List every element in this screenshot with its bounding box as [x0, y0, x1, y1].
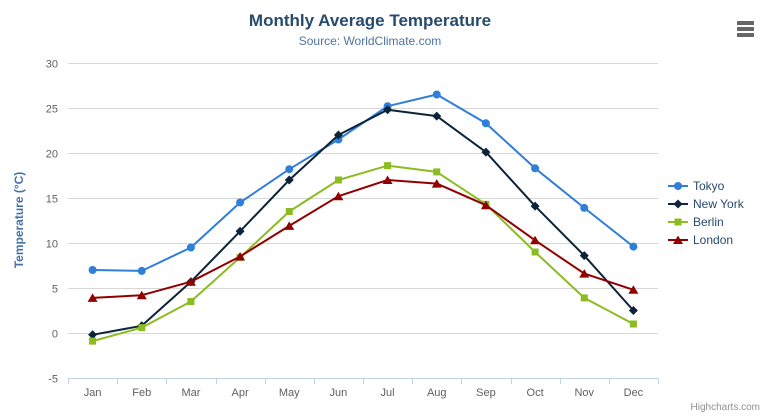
series-london-point[interactable] — [87, 293, 98, 302]
y-axis-label: 15 — [46, 194, 58, 206]
legend-item-tokyo[interactable]: Tokyo — [668, 177, 744, 195]
y-axis-title: Temperature (°C) — [12, 171, 26, 269]
series-london-point[interactable] — [579, 269, 590, 278]
series-tokyo-point[interactable] — [481, 119, 490, 128]
series-berlin-point[interactable] — [433, 168, 441, 176]
legend-marker-new-york — [668, 199, 688, 209]
series-tokyo-point[interactable] — [629, 242, 638, 251]
x-axis-label: Feb — [132, 387, 151, 399]
legend-label-london: London — [693, 233, 734, 247]
chart-subtitle: Source: WorldClimate.com — [298, 34, 442, 48]
menu-bar — [737, 33, 754, 37]
x-axis-label: May — [279, 387, 300, 399]
x-axis-label: Sep — [476, 387, 496, 399]
series-tokyo-point[interactable] — [236, 198, 245, 207]
legend-marker-berlin — [668, 218, 688, 226]
y-axis-label: 5 — [52, 284, 58, 296]
series-london-point[interactable] — [382, 175, 393, 185]
series-london-point[interactable] — [628, 285, 639, 294]
series-berlin-point[interactable] — [334, 176, 342, 184]
legend-label-berlin: Berlin — [693, 215, 724, 229]
series-berlin-point[interactable] — [580, 294, 588, 302]
series-new-york-point[interactable] — [530, 201, 540, 211]
series-new-york-point[interactable] — [284, 175, 294, 185]
series-london-point[interactable] — [333, 191, 344, 201]
export-menu-icon[interactable] — [735, 19, 756, 39]
credits-link[interactable]: Highcharts.com — [690, 402, 760, 413]
x-axis-label: Apr — [232, 387, 249, 399]
legend-label-new-york: New York — [693, 197, 744, 211]
series-new-york-point[interactable] — [628, 306, 638, 315]
series-london-point[interactable] — [480, 200, 491, 210]
series-new-york-line — [91, 108, 635, 336]
series-london-point[interactable] — [431, 179, 442, 188]
series-tokyo-point[interactable] — [137, 266, 146, 275]
x-axis-label: Mar — [181, 387, 200, 399]
menu-bar — [737, 27, 754, 31]
x-axis-label: Oct — [527, 387, 544, 399]
series-berlin-point[interactable] — [285, 208, 293, 215]
y-axis-label: -5 — [48, 374, 58, 386]
series-berlin-point[interactable] — [629, 320, 637, 328]
x-axis-label: Jan — [84, 387, 102, 399]
legend-item-new-york[interactable]: New York — [668, 195, 744, 213]
series-london-line — [91, 179, 635, 299]
series-new-york-point[interactable] — [579, 251, 589, 261]
legend-item-london[interactable]: London — [668, 231, 744, 249]
chart-title: Monthly Average Temperature — [248, 11, 492, 30]
series-new-york-point[interactable] — [88, 330, 98, 340]
x-axis-label: Nov — [574, 387, 594, 399]
series-london-point[interactable] — [235, 252, 246, 261]
series-berlin-point[interactable] — [89, 337, 97, 345]
series-tokyo-point[interactable] — [432, 90, 441, 99]
y-axis-label: 10 — [46, 239, 58, 251]
series-berlin-point[interactable] — [138, 324, 146, 332]
x-axis-label: Jul — [381, 387, 395, 399]
series-tokyo-line — [91, 93, 635, 272]
series-tokyo-point[interactable] — [285, 165, 294, 174]
series-tokyo-point[interactable] — [186, 243, 195, 252]
series-new-york-point[interactable] — [235, 226, 245, 236]
series-berlin-point[interactable] — [384, 162, 392, 170]
legend-marker-tokyo — [668, 182, 688, 190]
legend: Tokyo New York Berlin London — [668, 177, 744, 249]
series-berlin-point[interactable] — [187, 298, 195, 305]
menu-bar — [737, 21, 754, 25]
legend-marker-london — [668, 235, 688, 244]
series-new-york-point[interactable] — [481, 147, 491, 157]
series-tokyo-point[interactable] — [580, 203, 589, 212]
series-london-point[interactable] — [530, 235, 541, 245]
y-axis-label: 30 — [46, 59, 58, 71]
series-berlin-point[interactable] — [531, 248, 539, 256]
series-london-point[interactable] — [136, 290, 147, 300]
series-tokyo-point[interactable] — [531, 164, 540, 173]
series-new-york-point[interactable] — [333, 130, 343, 140]
series-london-point[interactable] — [185, 277, 196, 286]
series-tokyo-point[interactable] — [88, 266, 97, 274]
series-london-point[interactable] — [284, 221, 295, 230]
legend-item-berlin[interactable]: Berlin — [668, 213, 744, 231]
legend-label-tokyo: Tokyo — [693, 179, 725, 193]
series-new-york-point[interactable] — [383, 105, 393, 115]
y-axis-label: 0 — [52, 329, 58, 341]
y-axis-label: 25 — [46, 104, 58, 116]
series-berlin-line — [91, 164, 635, 343]
x-axis-label: Aug — [427, 387, 447, 399]
series-new-york-point[interactable] — [432, 111, 442, 121]
x-axis-label: Jun — [330, 387, 348, 399]
y-axis-label: 20 — [46, 149, 58, 161]
x-axis-label: Dec — [624, 387, 644, 399]
